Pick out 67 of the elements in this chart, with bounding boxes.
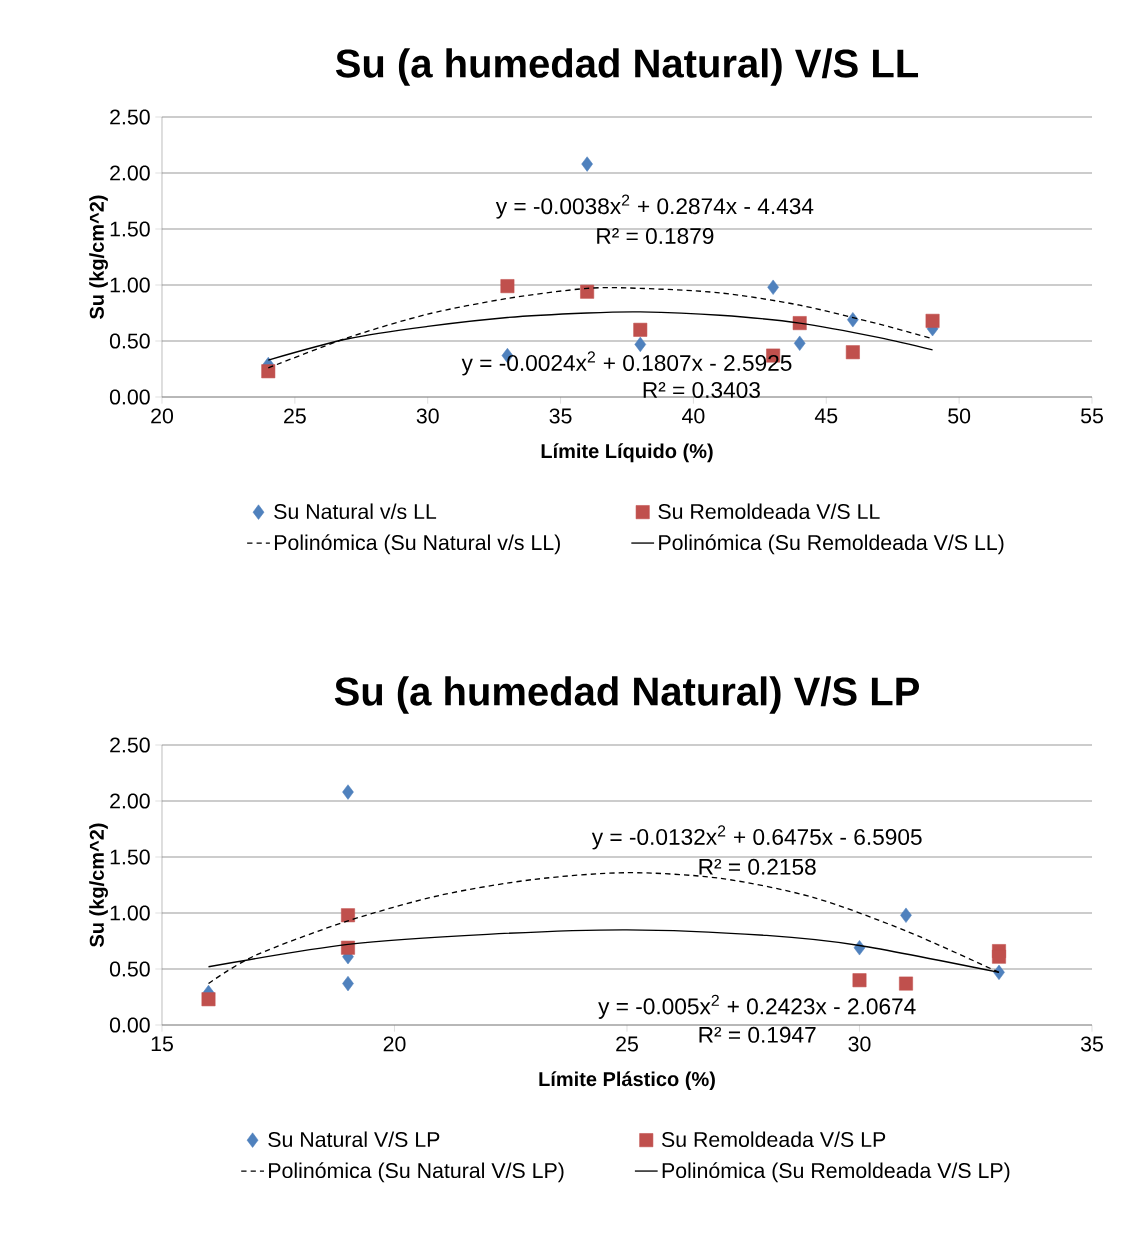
annotation: y = -0.0024x$^{2}$ + 0.1807x - 2.5925 <box>461 351 792 376</box>
chart-title: Su (a humedad Natural) V/S LP <box>334 676 920 714</box>
point <box>201 992 216 1007</box>
x-tick-label: 55 <box>1080 408 1103 424</box>
point <box>845 345 860 360</box>
point <box>852 973 867 988</box>
y-tick-label: 1.00 <box>110 277 150 293</box>
y-tick-label: 1.50 <box>110 221 150 237</box>
y-tick-label: 2.00 <box>110 793 150 809</box>
legend-label: Polinómica (Su Remoldeada V/S LP) <box>662 1162 1010 1183</box>
x-tick-label: 30 <box>416 408 439 424</box>
point <box>992 949 1006 964</box>
x-tick-label: 25 <box>284 408 306 424</box>
x-tick-label: 40 <box>682 408 705 424</box>
legend-label: Su Natural V/S LP <box>268 1131 440 1148</box>
x-tick-label: 25 <box>616 1036 638 1052</box>
point <box>500 279 515 294</box>
annotation: R² = 0.1879 <box>597 227 714 245</box>
point <box>899 976 913 991</box>
x-tick-label: 45 <box>814 408 838 424</box>
y-tick-label: 1.50 <box>110 849 150 865</box>
point <box>342 975 354 992</box>
x-tick-label: 35 <box>1080 1036 1103 1052</box>
x-tick-label: 30 <box>848 1036 871 1052</box>
point <box>341 908 355 923</box>
point <box>342 784 354 800</box>
point <box>900 907 912 923</box>
y-tick-label: 2.00 <box>110 165 150 181</box>
x-tick-label: 50 <box>948 408 971 424</box>
point <box>792 316 807 331</box>
y-tick-label: 2.50 <box>110 109 150 125</box>
x-tick-label: 20 <box>383 1036 406 1052</box>
y-tick-label: 0.00 <box>109 1017 150 1033</box>
annotation: R² = 0.3403 <box>643 381 760 399</box>
legend-label: Polinómica (Su Natural v/s LL) <box>274 534 560 555</box>
point <box>634 336 647 352</box>
x-tick-label: 15 <box>151 1036 173 1052</box>
legend-label: Polinómica (Su Remoldeada V/S LL) <box>659 534 1004 555</box>
x-axis-title: Límite Líquido (%) <box>541 443 713 463</box>
y-tick-label: 0.00 <box>109 389 150 405</box>
x-axis-title: Límite Plástico (%) <box>539 1071 715 1091</box>
point <box>767 279 779 295</box>
legend-label: Su Natural v/s LL <box>274 503 437 520</box>
point <box>925 313 940 328</box>
y-axis-title: Su (kg/cm^2) <box>89 195 108 319</box>
point <box>847 312 859 328</box>
legend-label: Su Remoldeada V/S LL <box>658 503 880 520</box>
y-tick-label: 0.50 <box>109 961 150 977</box>
y-tick-label: 0.50 <box>109 333 150 349</box>
point <box>633 322 648 337</box>
annotation: y = -0.0132x$^{2}$ + 0.6475x - 6.5905 <box>591 825 922 850</box>
x-tick-label: 20 <box>151 408 174 424</box>
point <box>793 335 806 351</box>
text: R² = 0.1947 <box>699 1026 816 1043</box>
chart-title: Su (a humedad Natural) V/S LL <box>335 48 919 86</box>
annotation: y = -0.0038x$^{2}$ + 0.2874x - 4.434 <box>495 194 814 219</box>
point <box>261 364 276 379</box>
y-tick-label: 1.00 <box>110 905 150 921</box>
point <box>581 156 593 172</box>
legend-label: Polinómica (Su Natural V/S LP) <box>269 1162 564 1183</box>
y-axis-title: Su (kg/cm^2) <box>89 823 108 947</box>
x-tick-label: 35 <box>549 408 572 424</box>
annotation: y = -0.005x$^{2}$ + 0.2423x - 2.0674 <box>598 994 916 1019</box>
y-tick-label: 2.50 <box>110 737 150 753</box>
annotation: R² = 0.2158 <box>699 858 816 875</box>
legend-label: Su Remoldeada V/S LP <box>661 1131 886 1148</box>
point <box>580 284 595 299</box>
